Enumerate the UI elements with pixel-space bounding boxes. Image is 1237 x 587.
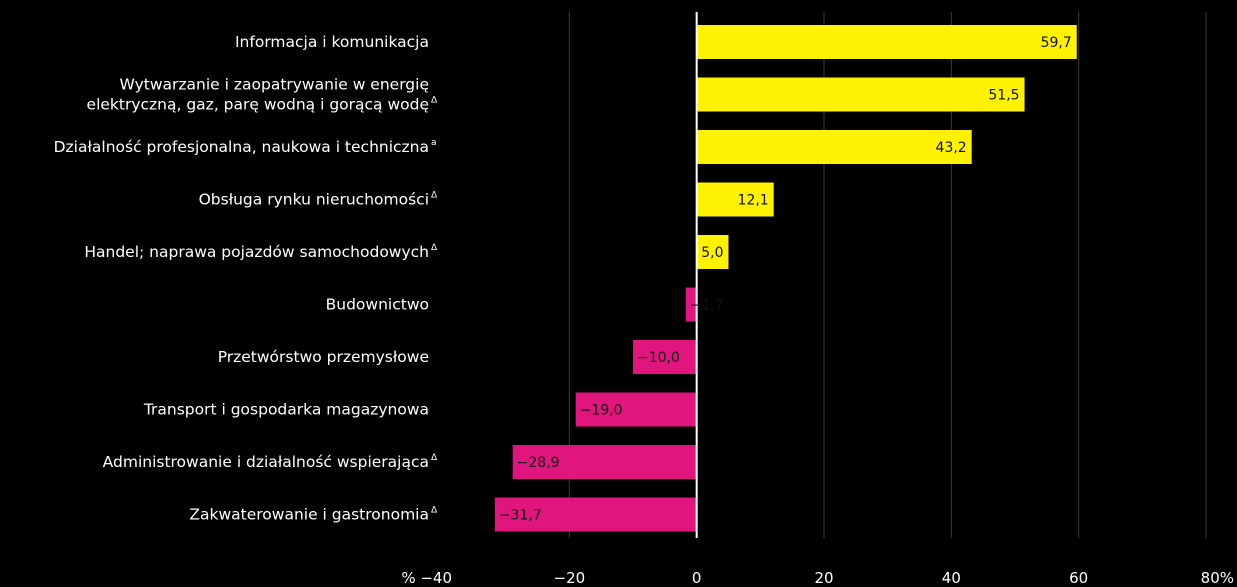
bar-7 bbox=[575, 392, 697, 427]
category-label-9: Zakwaterowanie i gastronomia bbox=[189, 506, 429, 524]
x-tick-label-0: % −40 bbox=[401, 569, 452, 587]
value-label-6: −10,0 bbox=[637, 350, 680, 366]
x-tick-label-6: 80% bbox=[1201, 569, 1234, 587]
bar-9 bbox=[494, 497, 697, 532]
x-tick-label-3: 20 bbox=[814, 569, 833, 587]
bar-4 bbox=[696, 235, 729, 269]
value-label-2: 43,2 bbox=[936, 140, 967, 156]
category-label-2: Działalność profesjonalna, naukowa i tec… bbox=[54, 138, 429, 156]
bar-5 bbox=[685, 287, 697, 322]
bar-8 bbox=[512, 445, 697, 479]
category-label-3: Obsługa rynku nieruchomości bbox=[199, 191, 429, 209]
value-label-8: −28,9 bbox=[517, 455, 560, 471]
category-mark-1: Δ bbox=[431, 96, 438, 106]
value-label-3: 12,1 bbox=[738, 193, 769, 209]
value-label-0: 59,7 bbox=[1041, 35, 1072, 51]
bar-3 bbox=[696, 182, 774, 217]
value-labels: 59,7 51,5 43,2 12,1 5,0 −1,7 −10,0 −19,0 −28,9 −3… bbox=[499, 35, 1072, 524]
x-tick-label-1: −20 bbox=[554, 569, 586, 587]
bar-6 bbox=[633, 340, 697, 374]
x-axis-tick-labels: % −40 −20 0 20 40 60 80% bbox=[401, 569, 1234, 587]
category-label-6: Przetwórstwo przemysłowe bbox=[218, 348, 429, 366]
bar-0 bbox=[696, 25, 1077, 59]
category-mark-3: Δ bbox=[431, 191, 438, 201]
category-mark-2: a bbox=[431, 138, 437, 148]
x-tick-label-4: 40 bbox=[942, 569, 961, 587]
bar-2 bbox=[696, 130, 972, 164]
category-label-8: Administrowanie i działalność wspierając… bbox=[103, 453, 429, 471]
category-mark-4: Δ bbox=[431, 243, 438, 253]
bars bbox=[494, 25, 1077, 532]
value-label-4: 5,0 bbox=[701, 245, 723, 261]
value-label-5: −1,7 bbox=[690, 298, 724, 314]
category-label-4: Handel; naprawa pojazdów samochodowych bbox=[84, 243, 429, 261]
value-label-7: −19,0 bbox=[580, 403, 623, 419]
value-label-9: −31,7 bbox=[499, 508, 542, 524]
category-mark-9: Δ bbox=[431, 506, 438, 516]
category-mark-8: Δ bbox=[431, 453, 438, 463]
category-label-1-line-1: elektryczną, gaz, parę wodną i gorącą wo… bbox=[87, 96, 429, 114]
category-label-5: Budownictwo bbox=[326, 296, 429, 314]
category-labels: Informacja i komunikacja Wytwarzanie i za… bbox=[54, 33, 438, 524]
x-tick-label-2: 0 bbox=[692, 569, 702, 587]
x-tick-label-5: 60 bbox=[1069, 569, 1088, 587]
category-label-1-line-0: Wytwarzanie i zaopatrywanie w energię bbox=[120, 76, 429, 94]
category-label-7: Transport i gospodarka magazynowa bbox=[143, 401, 429, 419]
bar-1 bbox=[696, 77, 1025, 112]
value-label-1: 51,5 bbox=[988, 88, 1019, 104]
category-label-0: Informacja i komunikacja bbox=[235, 33, 429, 51]
